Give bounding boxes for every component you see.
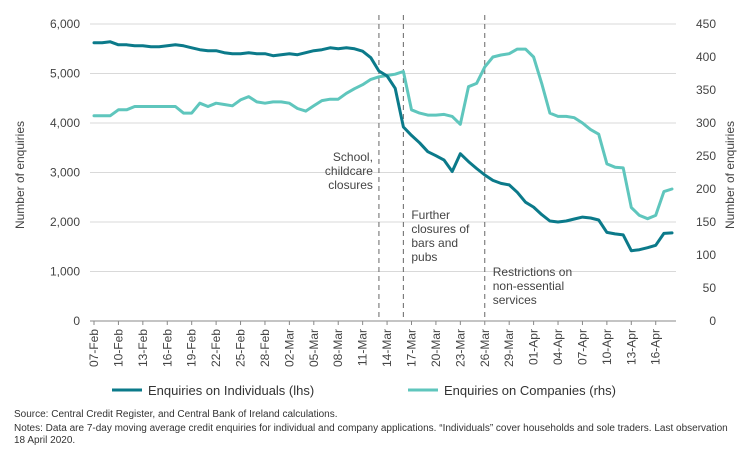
right-y-tick-label: 0 [709,314,716,328]
x-tick-label: 10-Apr [600,329,614,365]
x-tick-label: 07-Feb [87,329,101,367]
right-y-tick-label: 400 [696,50,716,64]
x-tick-label: 22-Feb [209,329,223,367]
x-tick-label: 07-Apr [575,329,589,365]
x-tick-label: 25-Feb [234,329,248,367]
event-annotation-line: childcare [325,164,373,178]
source-note: Source: Central Credit Register, and Cen… [14,409,338,420]
right-y-tick-label: 300 [696,116,716,130]
x-tick-label: 29-Mar [502,329,516,367]
series-line-individuals [92,40,674,253]
event-annotation-text: Further closures of bars and pubs [411,208,470,264]
event-annotation-line: Restrictions on [493,265,572,279]
x-tick-label: 28-Feb [258,329,272,367]
x-tick-label: 13-Apr [624,329,638,365]
x-tick-label: 13-Feb [136,329,150,367]
right-y-tick-label: 150 [696,215,716,229]
x-tick-label: 23-Mar [453,329,467,367]
left-y-tick-label: 5,000 [50,67,80,81]
left-y-axis: 0 1,000 2,000 3,000 4,000 5,000 6,000 [50,17,676,328]
event-annotation-line: pubs [411,250,437,264]
left-y-tick-label: 3,000 [50,166,80,180]
event-annotation-line: School, [333,150,373,164]
x-tick-label: 19-Feb [185,329,199,367]
x-tick-label: 10-Feb [111,329,125,367]
left-y-tick-label: 6,000 [50,17,80,31]
right-y-tick-label: 250 [696,149,716,163]
series-lines [92,40,674,253]
x-tick-label: 05-Mar [307,329,321,367]
event-annotations: School, childcare closures Further closures … [325,15,572,321]
left-y-axis-title: Number of enquiries [13,121,27,229]
legend-label-individuals: Enquiries on Individuals (lhs) [148,383,314,398]
right-y-tick-label: 450 [696,17,716,31]
right-y-tick-label: 100 [696,248,716,262]
event-annotation-line: closures of [411,222,470,236]
event-annotation-line: services [493,293,537,307]
x-tick-label: 01-Apr [527,329,541,365]
right-y-tick-label: 50 [703,281,717,295]
legend-label-companies: Enquiries on Companies (rhs) [444,383,616,398]
event-annotation-line: Further [411,208,450,222]
right-y-axis-title: Number of enquiries [723,121,737,229]
event-annotation-text: School, childcare closures [325,150,373,192]
left-y-tick-label: 1,000 [50,265,80,279]
event-annotation-line: bars and [411,236,458,250]
x-tick-label: 16-Apr [649,329,663,365]
x-tick-label: 20-Mar [429,329,443,367]
x-tick-label: 14-Mar [380,329,394,367]
event-annotation-text: Restrictions on non-essential services [493,265,572,307]
notes-text: Notes: Data are 7-day moving average cre… [14,423,728,446]
event-annotation-line: closures [328,178,373,192]
x-tick-label: 08-Mar [331,329,345,367]
right-y-tick-label: 350 [696,83,716,97]
left-y-tick-label: 0 [73,314,80,328]
event-annotation-line: non-essential [493,279,564,293]
right-y-tick-label: 200 [696,182,716,196]
x-tick-label: 11-Mar [356,329,370,366]
x-tick-label: 02-Mar [282,329,296,367]
x-axis: 07-Feb 10-Feb 13-Feb 16-Feb 19-Feb 22-Feb 25-F… [87,320,676,367]
x-tick-label: 16-Feb [160,329,174,367]
right-y-axis: 0 50 100 150 200 250 300 350 400 450 [696,17,716,328]
x-tick-label: 04-Apr [551,329,565,365]
series-line-companies [92,47,674,221]
legend: Enquiries on Individuals (lhs) Enquiries… [112,383,616,398]
x-tick-label: 17-Mar [404,329,418,367]
left-y-tick-label: 4,000 [50,116,80,130]
line-chart: 0 1,000 2,000 3,000 4,000 5,000 6,000 0 50 100 15… [13,15,737,398]
x-tick-label: 26-Mar [478,329,492,367]
left-y-tick-label: 2,000 [50,215,80,229]
